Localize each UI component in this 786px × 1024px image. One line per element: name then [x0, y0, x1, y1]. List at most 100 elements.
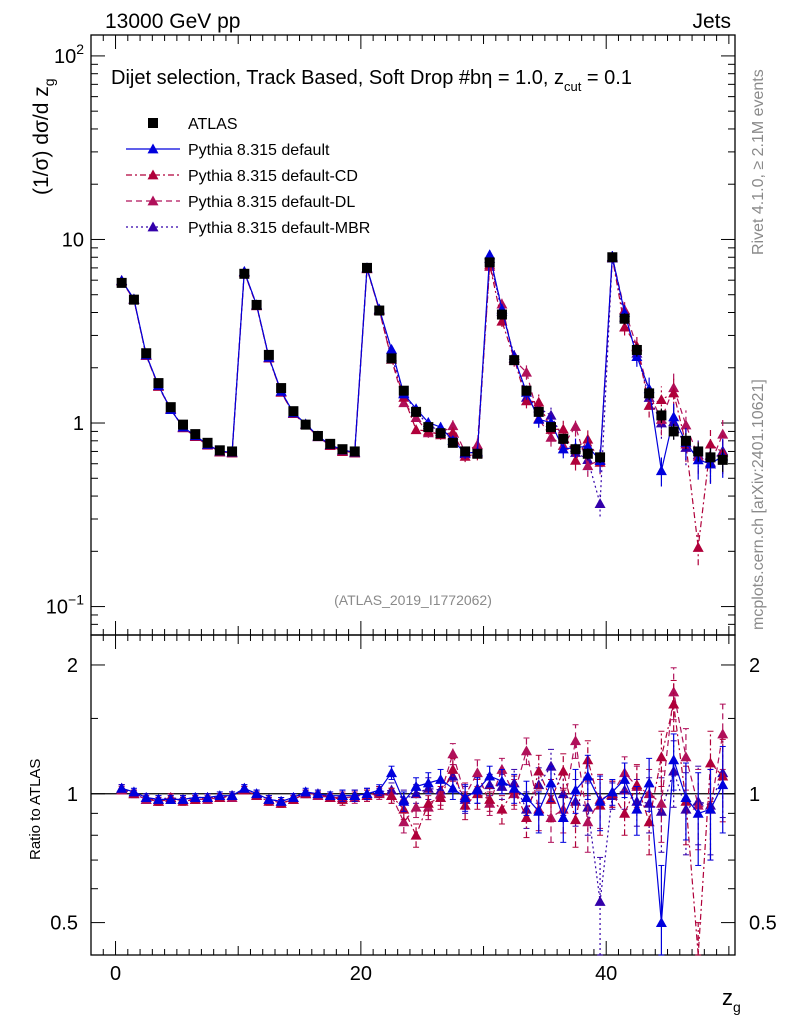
ratio-point-1	[643, 816, 655, 827]
atlas-data-point	[533, 406, 544, 417]
atlas-data-point	[214, 445, 225, 456]
ratio-point-0	[619, 773, 631, 784]
atlas-data-point	[521, 385, 532, 396]
legend-marker-cd	[147, 169, 159, 180]
data-point-1	[520, 395, 532, 406]
ratio-point-1	[484, 793, 496, 804]
atlas-data-point	[607, 252, 618, 263]
y-tick-label-ratio: 2	[67, 655, 78, 677]
series-line-2	[121, 257, 724, 467]
atlas-data-point	[619, 313, 630, 324]
atlas-data-point	[325, 438, 336, 449]
analysis-id: (ATLAS_2019_I1772062)	[334, 592, 492, 608]
y-tick-label-ratio-right: 0.5	[749, 913, 777, 935]
legend-marker-default	[147, 143, 159, 154]
ratio-point-0	[214, 790, 226, 801]
ratio-point-1	[447, 763, 459, 774]
ratio-point-0	[238, 782, 250, 793]
y-tick-label-main: 10	[62, 229, 84, 251]
ratio-point-0	[435, 773, 447, 784]
ratio-point-2	[680, 751, 692, 762]
ratio-point-2	[496, 763, 508, 774]
ratio-point-0	[484, 770, 496, 781]
x-axis-label-text: z	[722, 985, 733, 1010]
x-axis-label: zg	[722, 985, 741, 1015]
ratio-point-2	[520, 745, 532, 756]
atlas-data-point	[153, 378, 164, 389]
ratio-point-1	[410, 829, 422, 840]
ratio-point-0	[447, 782, 459, 793]
ratio-point-0	[128, 786, 140, 797]
atlas-data-point	[423, 422, 434, 433]
ratio-point-2	[398, 816, 410, 827]
ratio-point-0	[152, 793, 164, 804]
ratio-point-1	[533, 765, 545, 776]
ratio-point-2	[655, 797, 667, 808]
atlas-data-point	[251, 299, 262, 310]
ratio-point-0	[287, 792, 299, 802]
ratio-point-0	[349, 790, 361, 801]
data-point-0	[386, 343, 398, 354]
y-tick-label-exp: 2	[76, 41, 84, 57]
data-point-1	[570, 454, 582, 465]
ratio-point-0	[300, 786, 312, 797]
ratio-plot-data	[116, 667, 729, 956]
atlas-data-point	[435, 428, 446, 439]
ratio-point-0	[704, 803, 716, 814]
legend-label-dl: Pythia 8.315 default-DL	[188, 194, 355, 211]
data-point-0	[668, 411, 680, 422]
ratio-point-0	[545, 777, 557, 788]
legend-entry-atlas: ATLAS	[148, 116, 238, 133]
header-group: Jets	[692, 10, 731, 33]
atlas-data-point	[178, 419, 188, 430]
atlas-data-point	[570, 444, 581, 455]
ratio-point-2	[717, 728, 729, 739]
legend-marker-dl	[147, 195, 159, 206]
data-point-1	[533, 396, 545, 407]
data-point-2	[717, 428, 729, 439]
atlas-data-point	[693, 446, 704, 457]
ratio-point-1	[520, 812, 532, 822]
ratio-plot-frame	[90, 634, 736, 956]
ratio-point-0	[410, 780, 422, 791]
atlas-data-point	[116, 277, 127, 288]
y-axis-label-main-sub: g	[41, 78, 57, 86]
ratio-line-3	[121, 764, 724, 902]
atlas-data-point	[496, 309, 507, 320]
x-tick-label: 20	[350, 963, 372, 985]
atlas-data-point	[374, 305, 385, 316]
ratio-point-0	[520, 792, 532, 802]
atlas-data-point	[276, 383, 287, 394]
atlas-data-point	[165, 402, 176, 413]
main-plot-data	[116, 249, 729, 566]
y-axis-label-main-text: (1/σ) dσ/d z	[30, 86, 53, 195]
ratio-point-0	[582, 770, 594, 781]
ratio-point-2	[410, 801, 422, 812]
atlas-data-point	[300, 419, 311, 430]
ratio-point-0	[386, 767, 398, 778]
ratio-point-1	[668, 698, 680, 709]
data-point-1	[447, 426, 459, 437]
ratio-point-0	[557, 812, 569, 822]
atlas-data-point	[558, 433, 569, 444]
legend-label-mbr: Pythia 8.315 default-MBR	[188, 220, 370, 237]
atlas-data-point	[227, 446, 238, 457]
atlas-data-point	[644, 388, 655, 399]
ratio-point-0	[533, 805, 545, 816]
data-point-1	[704, 438, 716, 449]
y-tick-label-exp: −1	[68, 592, 84, 608]
data-point-2	[582, 460, 594, 471]
series-line-3	[121, 257, 724, 504]
atlas-data-point	[472, 448, 483, 459]
ratio-point-2	[471, 767, 483, 778]
mcplots-label: mcplots.cern.ch [arXiv:2401.10621]	[750, 379, 767, 630]
data-point-3	[545, 409, 557, 420]
ratio-point-2	[582, 816, 594, 827]
ratio-point-1	[435, 792, 447, 802]
data-point-0	[582, 440, 594, 451]
ratio-point-1	[422, 797, 434, 808]
ratio-point-0	[459, 792, 471, 802]
data-point-3	[594, 498, 606, 508]
